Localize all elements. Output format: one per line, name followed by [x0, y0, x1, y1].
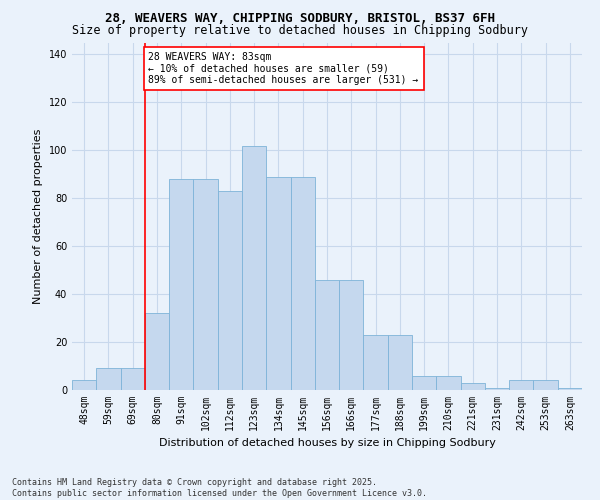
- Text: Contains HM Land Registry data © Crown copyright and database right 2025.
Contai: Contains HM Land Registry data © Crown c…: [12, 478, 427, 498]
- Bar: [461, 383, 485, 390]
- Bar: [509, 380, 533, 390]
- Bar: [290, 176, 315, 390]
- Text: Size of property relative to detached houses in Chipping Sodbury: Size of property relative to detached ho…: [72, 24, 528, 37]
- Bar: [72, 380, 96, 390]
- Bar: [485, 388, 509, 390]
- Bar: [412, 376, 436, 390]
- Bar: [218, 191, 242, 390]
- Text: 28 WEAVERS WAY: 83sqm
← 10% of detached houses are smaller (59)
89% of semi-deta: 28 WEAVERS WAY: 83sqm ← 10% of detached …: [149, 52, 419, 86]
- X-axis label: Distribution of detached houses by size in Chipping Sodbury: Distribution of detached houses by size …: [158, 438, 496, 448]
- Bar: [242, 146, 266, 390]
- Bar: [388, 335, 412, 390]
- Bar: [96, 368, 121, 390]
- Bar: [266, 176, 290, 390]
- Text: 28, WEAVERS WAY, CHIPPING SODBURY, BRISTOL, BS37 6FH: 28, WEAVERS WAY, CHIPPING SODBURY, BRIST…: [105, 12, 495, 26]
- Bar: [533, 380, 558, 390]
- Bar: [436, 376, 461, 390]
- Bar: [169, 179, 193, 390]
- Bar: [364, 335, 388, 390]
- Bar: [558, 388, 582, 390]
- Bar: [145, 314, 169, 390]
- Bar: [339, 280, 364, 390]
- Bar: [193, 179, 218, 390]
- Y-axis label: Number of detached properties: Number of detached properties: [33, 128, 43, 304]
- Bar: [121, 368, 145, 390]
- Bar: [315, 280, 339, 390]
